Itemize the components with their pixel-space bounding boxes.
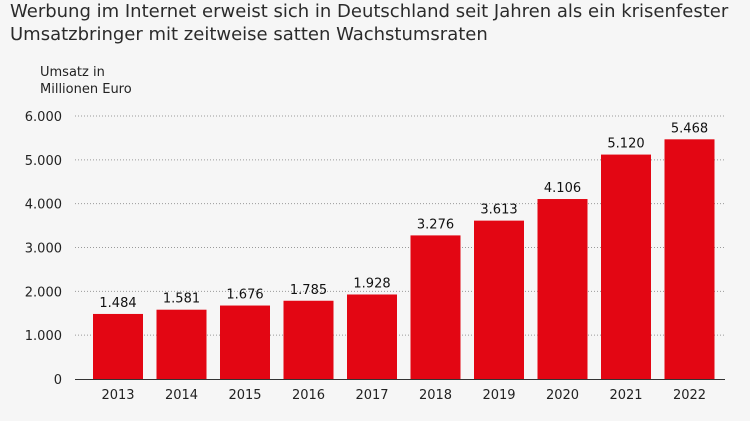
data-label: 5.468: [671, 121, 708, 136]
data-label: 5.120: [607, 137, 644, 152]
y-tick-label: 4.000: [25, 198, 62, 213]
bar: [347, 294, 397, 379]
bars: [93, 139, 715, 379]
bar: [93, 313, 143, 379]
x-tick-label: 2013: [101, 388, 134, 403]
y-axis-label: Umsatz in Millionen Euro: [40, 65, 132, 97]
y-tick-label: 2.000: [25, 285, 62, 300]
x-tick-label: 2014: [165, 388, 198, 403]
labels: 0 1.000 2.000 3.000 4.000 5.000 6.000 1.484 2013…: [25, 110, 708, 403]
data-label: 1.484: [99, 296, 136, 311]
grid-lines: [75, 115, 725, 380]
chart-title: Werbung im Internet erweist sich in Deut…: [10, 1, 729, 45]
data-label: 1.581: [163, 292, 200, 307]
y-tick-label: 3.000: [25, 242, 62, 257]
data-label: 3.276: [417, 217, 454, 232]
data-label: 3.613: [480, 203, 517, 218]
x-tick-label: 2019: [482, 388, 515, 403]
y-tick-label: 6.000: [25, 110, 62, 125]
bar: [220, 305, 270, 379]
y-tick-label: 5.000: [25, 154, 62, 169]
bar: [664, 139, 715, 379]
x-tick-label: 2020: [546, 388, 579, 403]
x-tick-label: 2022: [673, 388, 706, 403]
y-tick-label: 0: [54, 373, 62, 388]
x-tick-label: 2021: [609, 388, 642, 403]
bar: [283, 300, 334, 379]
bar: [601, 154, 651, 379]
x-tick-label: 2017: [355, 388, 388, 403]
bar: [156, 309, 207, 379]
bar: [474, 220, 524, 379]
data-label: 1.676: [226, 288, 263, 303]
x-tick-label: 2018: [419, 388, 452, 403]
data-label: 1.928: [353, 276, 390, 291]
data-label: 1.785: [290, 283, 327, 298]
x-tick-label: 2015: [228, 388, 261, 403]
bar: [537, 199, 588, 379]
x-tick-label: 2016: [292, 388, 325, 403]
y-tick-label: 1.000: [25, 329, 62, 344]
bar: [410, 235, 461, 379]
data-label: 4.106: [544, 181, 581, 196]
